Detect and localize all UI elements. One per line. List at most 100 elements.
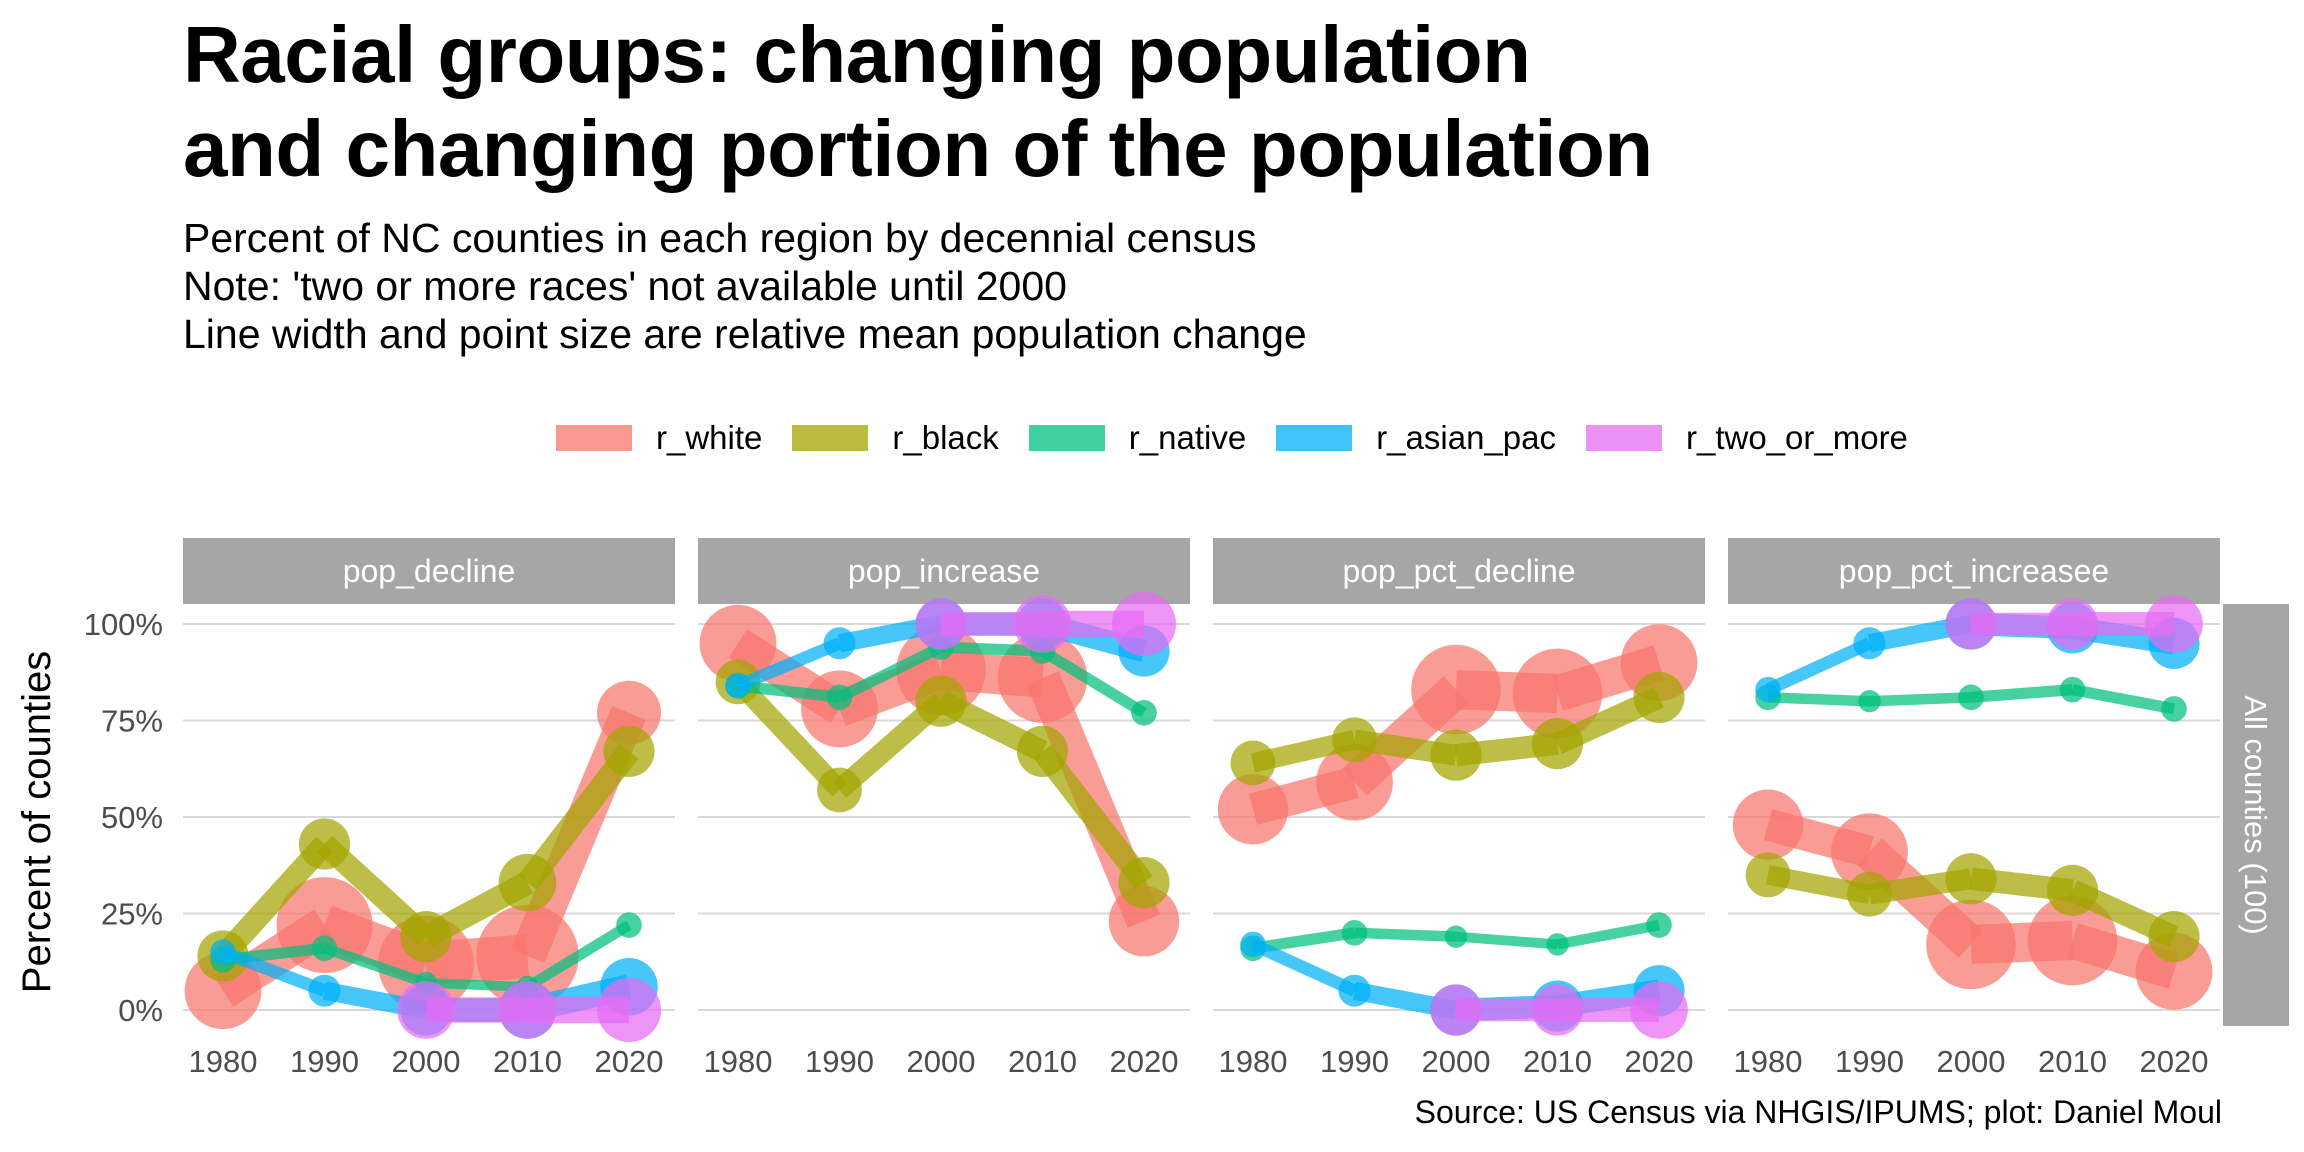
data-point-r_white (2027, 895, 2118, 986)
x-tick-label: 1990 (805, 1044, 874, 1079)
data-point-r_asian_pac (1755, 676, 1781, 703)
series-line-r_black (730, 675, 847, 797)
series-line-r_asian_pac (1765, 637, 1873, 696)
data-point-r_white (1732, 789, 1804, 860)
y-tick-label: 100% (84, 607, 163, 642)
data-point-r_asian_pac (308, 974, 341, 1007)
data-point-r_black (1430, 729, 1482, 781)
series-line-r_asian_pac (220, 946, 327, 997)
data-point-r_native (1546, 933, 1569, 956)
data-point-r_black (1633, 671, 1685, 723)
chart-subtitle-line3: Line width and point size are relative m… (183, 311, 1307, 357)
facet-strip-label: pop_pct_decline (1342, 553, 1575, 589)
data-point-r_asian_pac (1338, 974, 1371, 1007)
series-line-r_native (1970, 684, 2073, 703)
series-line-r_native (940, 641, 1043, 657)
chart-legend: r_white r_black r_native r_asian_pac r_two_o… (556, 410, 1938, 466)
series-line-r_native (837, 642, 944, 703)
data-point-r_asian_pac (823, 627, 856, 660)
y-tick-label: 75% (101, 704, 163, 739)
data-point-r_two_or_more (2145, 595, 2203, 653)
data-point-r_black (1945, 853, 1997, 905)
facet-strip-label: pop_decline (343, 553, 516, 589)
x-tick-label: 1980 (189, 1044, 258, 1079)
series-line-r_native (1869, 692, 1972, 707)
chart-subtitle-line2: Note: 'two or more races' not available … (183, 263, 1067, 309)
legend-item-r_white: r_white (556, 419, 762, 457)
x-tick-label: 2010 (493, 1044, 562, 1079)
facet-strip (698, 538, 1190, 604)
legend-key (556, 425, 632, 451)
legend-label: r_two_or_more (1685, 419, 1908, 456)
row-strip-label: All counties (100) (2238, 695, 2273, 935)
chart-title: Racial groups: changing population and c… (183, 8, 1653, 196)
data-point-r_native (616, 912, 642, 938)
x-tick-label: 1980 (1734, 1044, 1803, 1079)
data-point-r_native (1646, 912, 1672, 938)
data-point-r_native (1131, 699, 1157, 726)
data-point-r_white (1831, 813, 1908, 891)
data-point-r_native (1958, 684, 1984, 711)
x-tick-label: 2020 (2140, 1044, 2209, 1079)
data-point-r_native (1444, 925, 1468, 948)
facet-strip (1728, 538, 2220, 604)
legend-key (1585, 425, 1662, 451)
legend-label: r_black (892, 419, 999, 456)
data-point-r_black (817, 767, 862, 813)
data-point-r_asian_pac (1240, 931, 1266, 958)
data-point-r_native (2161, 696, 2187, 722)
data-point-r_black (1016, 725, 1069, 777)
data-point-r_two_or_more (1531, 984, 1584, 1036)
x-tick-label: 2020 (1110, 1044, 1179, 1079)
series-line-r_native (524, 920, 632, 992)
x-tick-label: 2000 (907, 1044, 976, 1079)
x-tick-label: 1990 (1835, 1044, 1904, 1079)
legend-label: r_native (1128, 419, 1247, 456)
facet-strip-label: pop_increase (848, 553, 1040, 589)
legend-label: r_asian_pac (1376, 419, 1556, 456)
data-point-r_two_or_more (397, 981, 455, 1039)
data-point-r_black (1847, 871, 1892, 917)
data-point-r_native (1858, 690, 1881, 713)
data-point-r_two_or_more (1013, 595, 1072, 653)
data-point-r_black (915, 675, 967, 727)
series-line-r_asian_pac (735, 637, 842, 692)
series-line-r_native (1455, 931, 1558, 950)
data-point-r_white (699, 604, 777, 682)
data-point-r_white (1926, 899, 2016, 990)
legend-label: r_white (656, 419, 763, 456)
series-line-r_native (1767, 692, 1870, 707)
data-point-r_native (826, 684, 853, 711)
data-point-r_black (2148, 911, 2200, 963)
legend-item-r_native: r_native (1028, 419, 1247, 457)
data-point-r_two_or_more (1945, 598, 1997, 650)
x-tick-label: 1990 (290, 1044, 359, 1079)
x-tick-label: 2010 (1523, 1044, 1592, 1079)
facet-strip (183, 538, 675, 604)
series-line-r_native (1556, 919, 1660, 950)
x-tick-label: 1980 (1219, 1044, 1288, 1079)
data-point-r_black (2046, 864, 2099, 916)
data-point-r_two_or_more (1430, 984, 1482, 1036)
data-point-r_asian_pac (725, 672, 751, 699)
data-point-r_black (603, 725, 655, 777)
series-line-r_native (322, 943, 428, 988)
facet-strip-label: pop_pct_increasee (1839, 553, 2109, 589)
legend-key (1028, 425, 1105, 451)
y-axis-label: Percent of counties (15, 651, 59, 993)
legend-key (792, 425, 869, 451)
y-tick-label: 25% (101, 897, 163, 932)
x-tick-label: 1990 (1320, 1044, 1389, 1079)
x-tick-label: 1980 (704, 1044, 773, 1079)
data-point-r_asian_pac (210, 939, 236, 965)
legend-item-r_asian_pac: r_asian_pac (1276, 419, 1556, 457)
data-point-r_black (298, 818, 351, 870)
data-point-r_two_or_more (915, 598, 967, 650)
x-tick-label: 2000 (1937, 1044, 2006, 1079)
data-point-r_black (1230, 740, 1276, 786)
x-tick-label: 2000 (1422, 1044, 1491, 1079)
data-point-r_two_or_more (1112, 592, 1176, 656)
data-point-r_black (1118, 857, 1170, 909)
series-line-r_native (425, 978, 528, 992)
legend-item-r_black: r_black (792, 419, 999, 457)
